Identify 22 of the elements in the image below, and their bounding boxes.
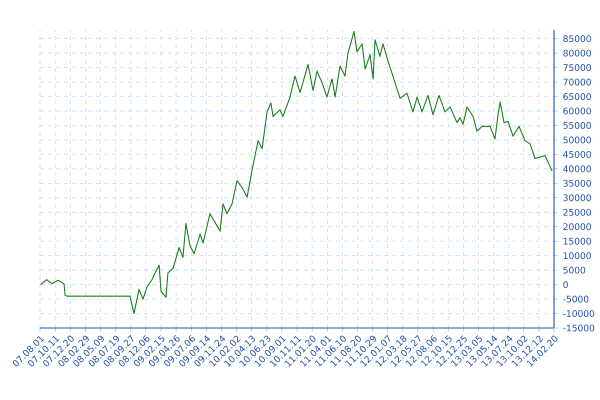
y-tick-label: 20000 — [563, 223, 591, 230]
y-tick-label: 75000 — [563, 64, 591, 72]
y-tick-label: -15000 — [563, 324, 594, 332]
y-tick-label: 15000 — [564, 238, 591, 245]
y-tick-label: 5000 — [563, 266, 586, 274]
y-tick-label: 85000 — [563, 35, 591, 42]
y-tick-label: -10000 — [563, 310, 594, 317]
y-tick-label: 50000 — [563, 136, 591, 144]
y-tick-label: 65000 — [563, 93, 591, 100]
y-tick-label: 80000 — [563, 50, 591, 57]
y-tick-label: 45000 — [563, 150, 591, 158]
line-series — [40, 30, 553, 314]
y-tick-label: 35000 — [563, 180, 591, 187]
y-tick-label: 70000 — [563, 78, 591, 86]
y-tick-label: 0 — [563, 281, 568, 288]
y-tick-label: -5000 — [563, 296, 588, 302]
y-tick-label: 60000 — [563, 108, 591, 114]
y-tick-label: 25000 — [563, 208, 591, 216]
y-tick-label: 40000 — [563, 165, 591, 172]
y-tick-label: 55000 — [563, 122, 591, 129]
y-tick-label: 30000 — [563, 194, 591, 202]
y-tick-label: 10000 — [564, 252, 591, 260]
